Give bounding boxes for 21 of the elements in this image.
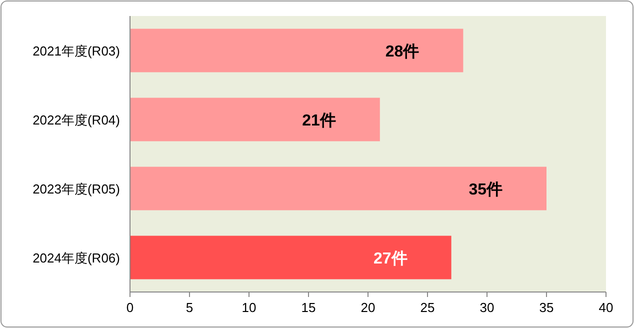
bar bbox=[130, 166, 546, 210]
bar bbox=[130, 28, 464, 72]
y-tick-label: 2021年度(R03) bbox=[32, 44, 120, 58]
x-tick-label: 35 bbox=[539, 300, 554, 315]
data-label: 28件 bbox=[385, 42, 420, 60]
bar bbox=[130, 236, 452, 280]
x-tick-label: 30 bbox=[480, 300, 494, 315]
y-tick-label: 2022年度(R04) bbox=[32, 112, 120, 128]
x-tick-label: 10 bbox=[242, 300, 256, 315]
y-tick-label: 2024年度(R06) bbox=[32, 250, 120, 266]
x-tick-label: 0 bbox=[126, 300, 134, 315]
x-tick-label: 15 bbox=[301, 300, 316, 315]
data-label: 21件 bbox=[302, 112, 336, 130]
x-tick-label: 20 bbox=[360, 300, 376, 315]
x-tick-label: 5 bbox=[186, 300, 194, 315]
x-tick-label: 40 bbox=[598, 300, 614, 315]
data-label: 27件 bbox=[374, 250, 408, 268]
y-tick-label: 2023年度(R05) bbox=[32, 182, 120, 196]
bar bbox=[130, 98, 380, 142]
data-label: 35件 bbox=[468, 180, 502, 198]
x-tick-label: 25 bbox=[420, 300, 435, 315]
